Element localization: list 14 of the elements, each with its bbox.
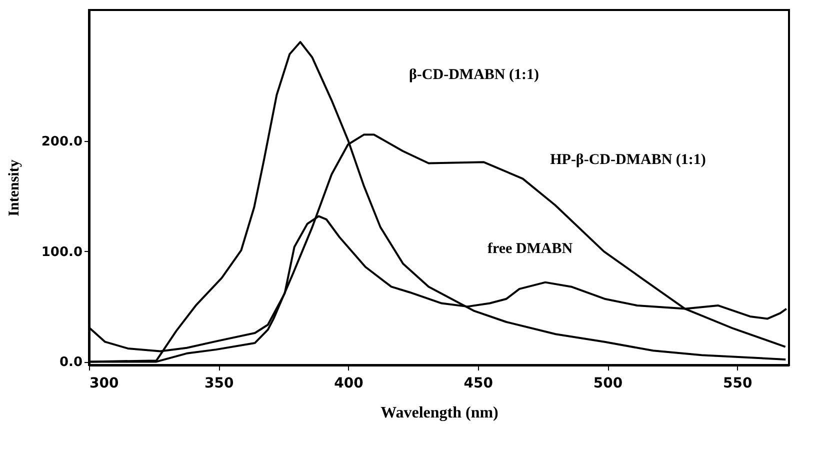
y-tick-label: 100.0 xyxy=(41,244,82,260)
annotation: HP-β-CD-DMABN (1:1) xyxy=(550,152,706,168)
x-axis-title: Wavelength (nm) xyxy=(380,404,498,422)
x-tick-label: 500 xyxy=(593,376,623,392)
annotation: free DMABN xyxy=(487,240,573,257)
x-tick-label: 550 xyxy=(723,376,753,392)
y-tick-label: 0.0 xyxy=(59,355,82,370)
y-axis-title: Intensity xyxy=(6,159,22,216)
x-tick-label: 300 xyxy=(90,376,119,392)
x-tick-label: 350 xyxy=(204,376,234,392)
y-tick-label: 200.0 xyxy=(41,134,82,150)
annotation: β-CD-DMABN (1:1) xyxy=(409,66,539,83)
x-tick-label: 400 xyxy=(334,376,364,392)
x-tick-label: 450 xyxy=(464,376,494,392)
